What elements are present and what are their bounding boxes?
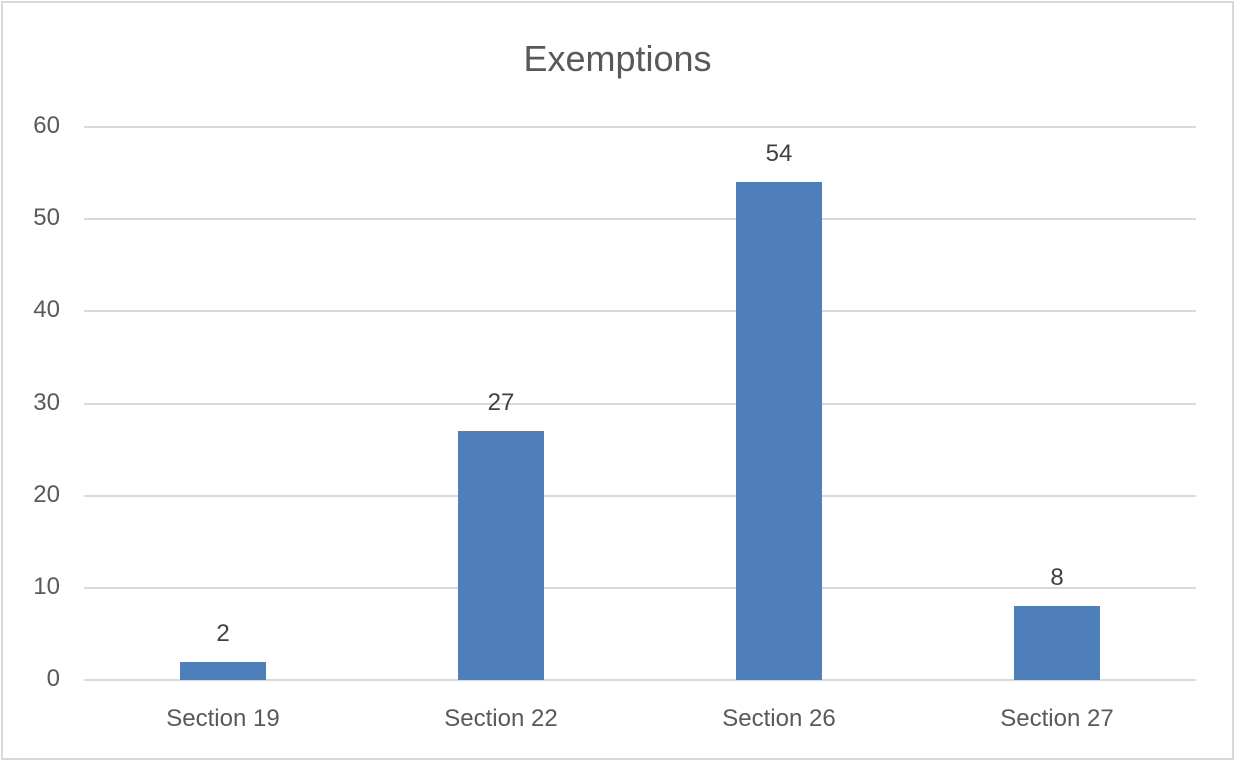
chart-title: Exemptions xyxy=(523,38,712,79)
bar[interactable] xyxy=(180,661,266,680)
data-label: 2 xyxy=(216,619,230,647)
bar[interactable] xyxy=(736,182,822,680)
y-axis-tick-label: 20 xyxy=(33,480,60,508)
x-axis-category-label: Section 22 xyxy=(444,705,558,732)
y-axis-tick-label: 40 xyxy=(33,296,60,324)
gridline xyxy=(84,402,1196,405)
x-axis-category-label: Section 19 xyxy=(166,705,280,732)
y-axis-tick-label: 0 xyxy=(46,665,60,692)
gridline xyxy=(84,679,1196,681)
gridline xyxy=(84,310,1196,313)
y-axis-tick-label: 60 xyxy=(33,112,60,139)
data-label: 8 xyxy=(1050,564,1064,592)
bar[interactable] xyxy=(1014,606,1100,680)
x-axis-category-label: Section 26 xyxy=(722,705,836,732)
x-axis-category-label: Section 27 xyxy=(1000,705,1114,732)
gridline xyxy=(84,218,1196,221)
bar[interactable] xyxy=(458,431,544,680)
gridline xyxy=(84,586,1196,589)
y-axis-tick-label: 10 xyxy=(33,572,60,600)
data-label: 27 xyxy=(487,389,515,417)
gridline xyxy=(84,126,1196,128)
gridline xyxy=(84,494,1196,497)
y-axis-tick-label: 50 xyxy=(33,204,60,232)
data-label: 54 xyxy=(765,140,793,168)
y-axis-tick-label: 30 xyxy=(33,388,60,416)
